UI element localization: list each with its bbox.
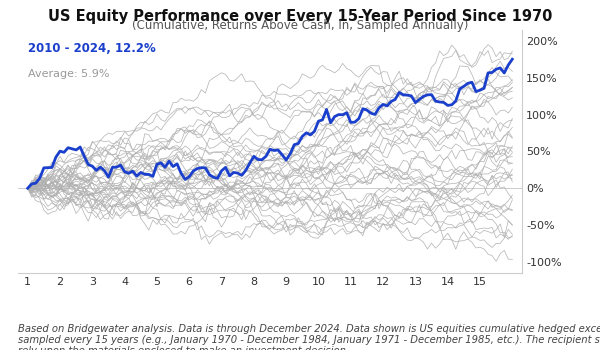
Text: sampled every 15 years (e.g., January 1970 - December 1984, January 1971 - Decem: sampled every 15 years (e.g., January 19… xyxy=(18,335,600,345)
Text: US Equity Performance over Every 15-Year Period Since 1970: US Equity Performance over Every 15-Year… xyxy=(48,9,552,24)
Text: Based on Bridgewater analysis. Data is through December 2024. Data shown is US e: Based on Bridgewater analysis. Data is t… xyxy=(18,324,600,334)
Text: rely upon the materials enclosed to make an investment decision.: rely upon the materials enclosed to make… xyxy=(18,346,349,350)
Text: (Cumulative, Returns Above Cash, In, Sampled Annually): (Cumulative, Returns Above Cash, In, Sam… xyxy=(132,19,468,32)
Text: 2010 - 2024, 12.2%: 2010 - 2024, 12.2% xyxy=(28,42,156,55)
Text: Average: 5.9%: Average: 5.9% xyxy=(28,69,110,79)
